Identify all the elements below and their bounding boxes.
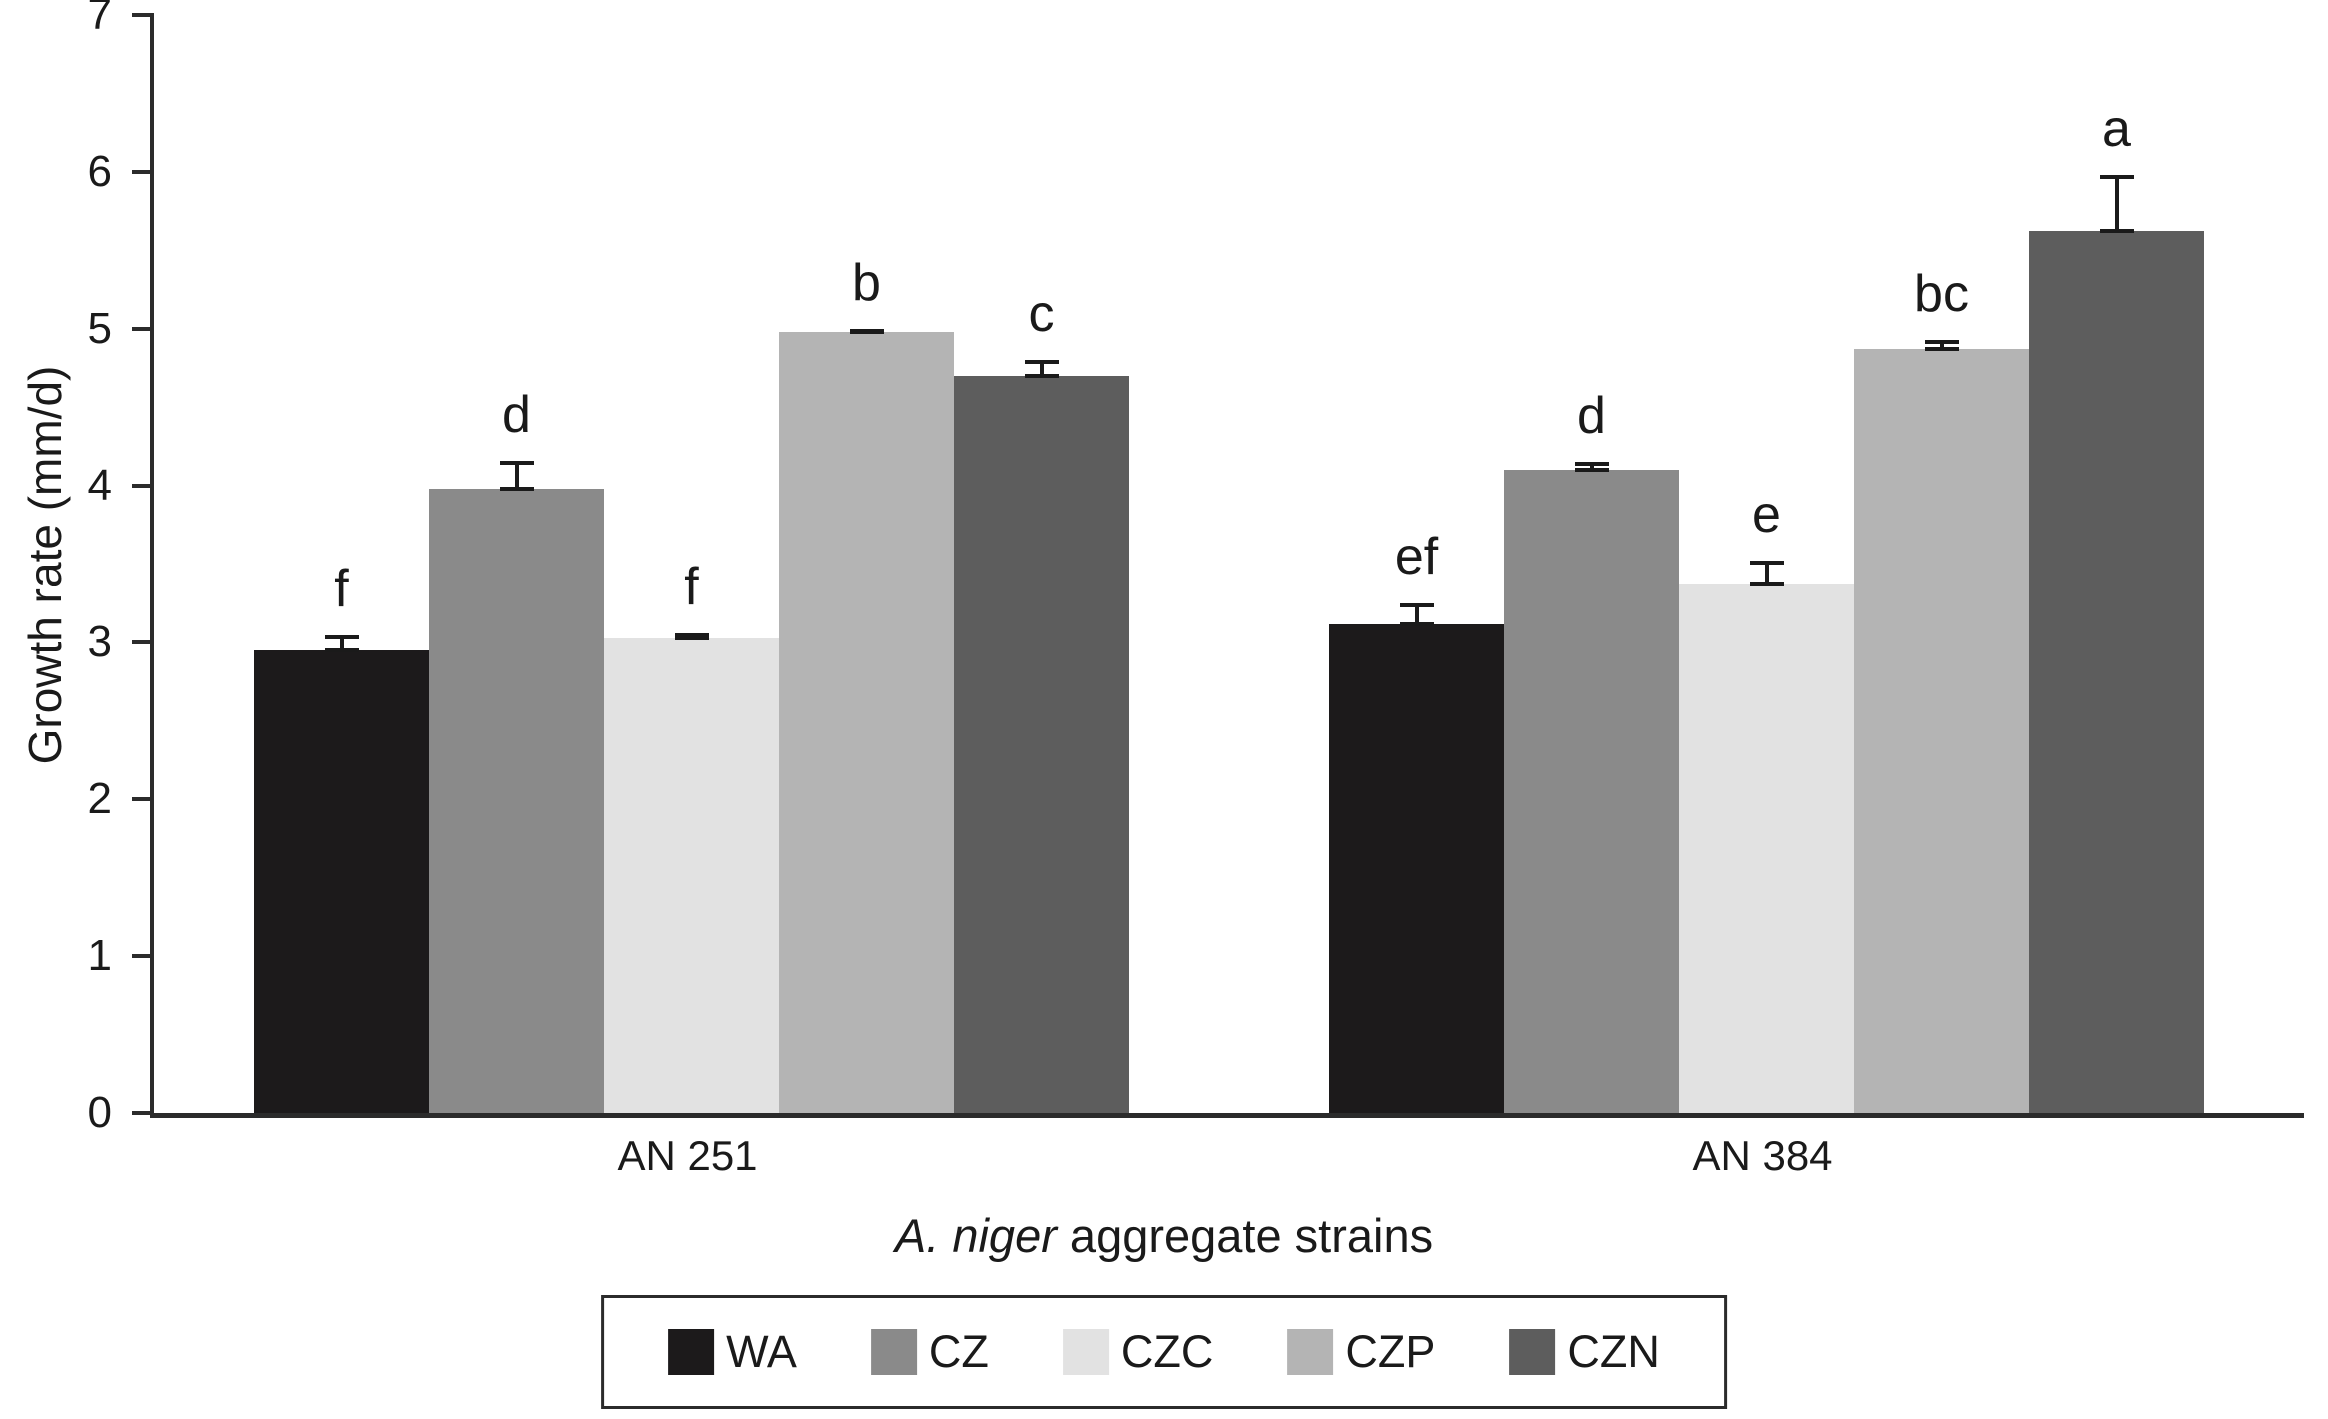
significance-label: e	[1752, 485, 1781, 544]
error-bar	[2099, 175, 2134, 234]
significance-label: c	[1028, 285, 1055, 344]
legend-item: CZN	[1509, 1326, 1660, 1378]
legend-swatch	[1509, 1329, 1556, 1375]
legend-label: CZP	[1345, 1326, 1436, 1377]
error-bar-vline	[1414, 603, 1419, 626]
legend-item: CZ	[870, 1326, 989, 1378]
legend: WA CZ CZC CZP CZN	[601, 1295, 1727, 1409]
error-bar-cap-bottom	[1024, 373, 1059, 378]
bar-group: ef d e bc a	[1229, 15, 2304, 1113]
y-tick-mark	[132, 1111, 154, 1115]
x-axis-title-italic: A. niger	[894, 1209, 1057, 1262]
error-bar	[1924, 339, 1959, 352]
y-tick-mark	[132, 13, 154, 17]
error-bar-cap-bottom	[849, 329, 884, 334]
error-bar	[1574, 462, 1609, 472]
error-bar	[324, 634, 359, 653]
error-bar	[1749, 560, 1784, 587]
y-axis-label: Growth rate (mm/d)	[19, 365, 71, 765]
error-bar-cap-bottom	[674, 635, 709, 640]
bar-czn-an-384: a	[2029, 101, 2204, 1113]
bar-czp-an-384: bc	[1854, 266, 2029, 1113]
error-bar-vline	[1039, 360, 1044, 378]
legend-item: CZC	[1062, 1326, 1214, 1378]
error-bar	[499, 460, 534, 491]
bar-wa-an-384: ef	[1329, 529, 1504, 1113]
bar-czp-an-251: b	[779, 255, 954, 1113]
bar-cz-an-384: d	[1504, 388, 1679, 1113]
legend-label: CZN	[1567, 1326, 1660, 1377]
error-bar-cap-bottom	[324, 648, 359, 653]
category-labels: AN 251 AN 384	[150, 1132, 2300, 1180]
bar-czc-an-251: f	[604, 559, 779, 1113]
bar-czc-an-384: e	[1679, 487, 1854, 1113]
error-bar	[849, 328, 884, 334]
y-tick-mark	[132, 640, 154, 645]
y-tick-mark	[132, 954, 154, 959]
legend-swatch	[668, 1329, 715, 1375]
bar-group: f d f b c	[154, 15, 1229, 1113]
error-bar-cap-bottom	[499, 486, 534, 491]
significance-label: bc	[1914, 264, 1969, 323]
bar-wa-an-251: f	[254, 561, 429, 1113]
y-tick-mark	[132, 326, 154, 331]
error-bar	[1024, 360, 1059, 378]
y-tick-mark	[132, 797, 154, 802]
error-bar-vline	[1939, 339, 1944, 352]
bar-czn-an-251: c	[954, 286, 1129, 1113]
significance-label: ef	[1394, 528, 1439, 587]
error-bar	[674, 633, 709, 640]
significance-label: d	[502, 385, 531, 444]
legend-item: CZP	[1287, 1326, 1435, 1378]
significance-label: b	[852, 253, 881, 312]
error-bar-cap-bottom	[1924, 347, 1959, 352]
category-label: AN 384	[1692, 1132, 1833, 1179]
legend-swatch	[1062, 1329, 1109, 1375]
error-bar-cap-bottom	[1749, 582, 1784, 587]
error-bar-vline	[339, 634, 344, 653]
x-axis-title: A. niger aggregate strains	[0, 1208, 2328, 1263]
x-axis-title-rest: aggregate strains	[1056, 1209, 1434, 1262]
error-bar-vline	[2114, 175, 2119, 234]
legend-label: WA	[726, 1326, 797, 1377]
significance-label: d	[1577, 387, 1606, 446]
legend-swatch	[870, 1329, 917, 1375]
error-bar-vline	[1764, 560, 1769, 587]
legend-label: CZ	[928, 1326, 989, 1377]
bar-groups: f d f b c ef d e bc a	[154, 15, 2304, 1113]
significance-label: a	[2102, 100, 2131, 159]
error-bar-cap-bottom	[1399, 621, 1434, 626]
error-bar-cap-bottom	[2099, 229, 2134, 234]
y-tick-mark	[132, 169, 154, 174]
error-bar-cap-bottom	[1574, 467, 1609, 472]
significance-label: f	[334, 559, 349, 618]
y-tick-mark	[132, 483, 154, 488]
legend-label: CZC	[1120, 1326, 1214, 1377]
error-bar-vline	[1589, 462, 1594, 472]
error-bar-vline	[514, 460, 519, 491]
legend-item: WA	[668, 1326, 797, 1378]
category-label: AN 251	[617, 1132, 758, 1179]
legend-swatch	[1287, 1329, 1334, 1375]
error-bar	[1399, 603, 1434, 626]
bar-cz-an-251: d	[429, 387, 604, 1113]
significance-label: f	[684, 558, 699, 617]
